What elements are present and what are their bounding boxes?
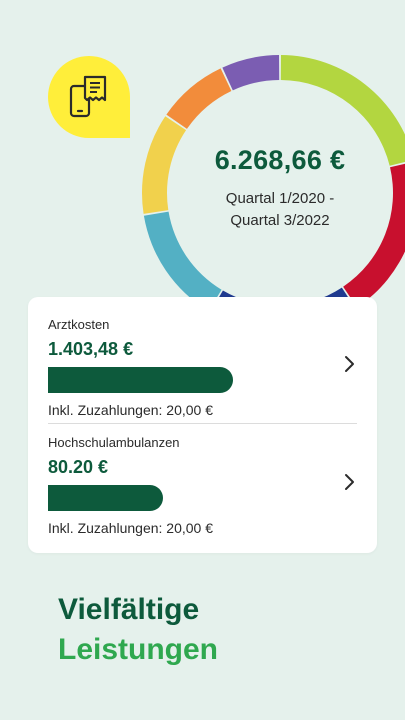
- entry-amount: 1.403,48 €: [48, 339, 134, 359]
- feature-headline: Vielfältige Leistungen: [58, 590, 218, 670]
- donut-segment-2: [343, 163, 405, 308]
- donut-segment-4: [143, 211, 222, 312]
- receipt-phone-icon: [69, 75, 107, 118]
- donut-segment-1: [280, 55, 405, 166]
- headline-line1: Vielfältige: [58, 593, 200, 626]
- entry-progress-bar: [48, 485, 163, 511]
- entry-divider: [48, 423, 357, 424]
- donut-segment-7: [222, 55, 280, 91]
- cost-entry-hochschulambulanzen[interactable]: Hochschulambulanzen 80.20 € Inkl. Zuzahl…: [48, 435, 377, 536]
- period-start: Quartal 1/2020 -: [225, 190, 335, 207]
- chevron-right-icon[interactable]: [339, 472, 359, 492]
- donut-center-summary: 6.268,66 € Quartal 1/2020 - Quartal 3/20…: [140, 145, 405, 232]
- period-range: Quartal 1/2020 - Quartal 3/2022: [140, 188, 405, 232]
- entry-progress-track: [48, 485, 233, 511]
- entry-note: Inkl. Zuzahlungen: 20,00 €: [48, 520, 214, 536]
- entry-amount: 80.20 €: [48, 457, 109, 477]
- receipt-badge: [48, 56, 130, 138]
- entry-label: Arztkosten: [48, 317, 110, 332]
- headline-line2: Leistungen: [58, 633, 219, 666]
- entry-note: Inkl. Zuzahlungen: 20,00 €: [48, 402, 214, 418]
- cost-breakdown-card: Arztkosten 1.403,48 € Inkl. Zuzahlungen:…: [28, 297, 377, 553]
- donut-segment-6: [166, 68, 232, 129]
- entry-progress-track: [48, 367, 233, 393]
- entry-progress-bar: [48, 367, 233, 393]
- total-amount: 6.268,66 €: [214, 145, 346, 175]
- donut-segment-5: [142, 116, 187, 214]
- entry-label: Hochschulambulanzen: [48, 435, 180, 450]
- period-end: Quartal 3/2022: [230, 212, 330, 229]
- chevron-right-icon[interactable]: [339, 354, 359, 374]
- cost-entry-arztkosten[interactable]: Arztkosten 1.403,48 € Inkl. Zuzahlungen:…: [48, 317, 377, 418]
